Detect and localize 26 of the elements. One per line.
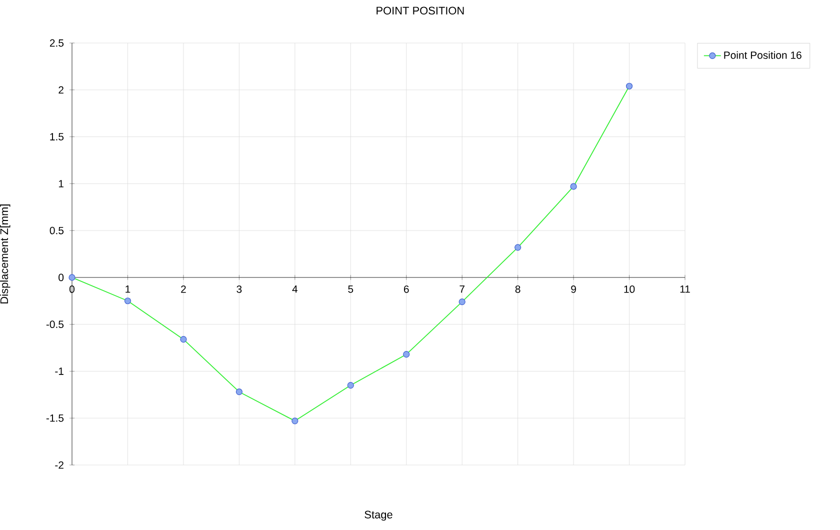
x-tick-label: 11 xyxy=(680,285,690,293)
y-tick-label: 0 xyxy=(58,274,64,282)
y-tick-label: -1 xyxy=(55,368,64,375)
x-tick-label: 6 xyxy=(404,285,409,293)
x-axis-title: Stage xyxy=(364,510,392,521)
y-tick-label: 2.5 xyxy=(50,39,64,47)
y-tick-label: 2 xyxy=(58,86,64,94)
y-tick-label: 0.5 xyxy=(50,226,64,234)
x-tick-label: 0 xyxy=(69,285,74,293)
y-tick-label: -2 xyxy=(55,461,64,469)
y-tick-label: 1.5 xyxy=(50,133,64,140)
x-tick-label: 7 xyxy=(460,285,464,293)
x-tick-label: 2 xyxy=(181,285,186,293)
x-tick-label: 3 xyxy=(236,285,242,293)
y-axis-title: Displacement Z[mm] xyxy=(0,204,10,304)
y-tick-label: 1 xyxy=(58,180,64,188)
legend-label: Point Position 16 xyxy=(724,51,802,59)
x-tick-label: 10 xyxy=(624,285,635,293)
y-tick-label: -0.5 xyxy=(46,320,64,328)
x-tick-label: 8 xyxy=(515,285,520,293)
x-tick-label: 4 xyxy=(292,285,298,293)
x-tick-label: 5 xyxy=(348,285,354,293)
y-tick-label: -1.5 xyxy=(46,414,64,422)
x-tick-label: 1 xyxy=(126,285,130,293)
chart-title: POINT POSITION xyxy=(376,6,464,15)
x-tick-label: 9 xyxy=(571,285,576,293)
